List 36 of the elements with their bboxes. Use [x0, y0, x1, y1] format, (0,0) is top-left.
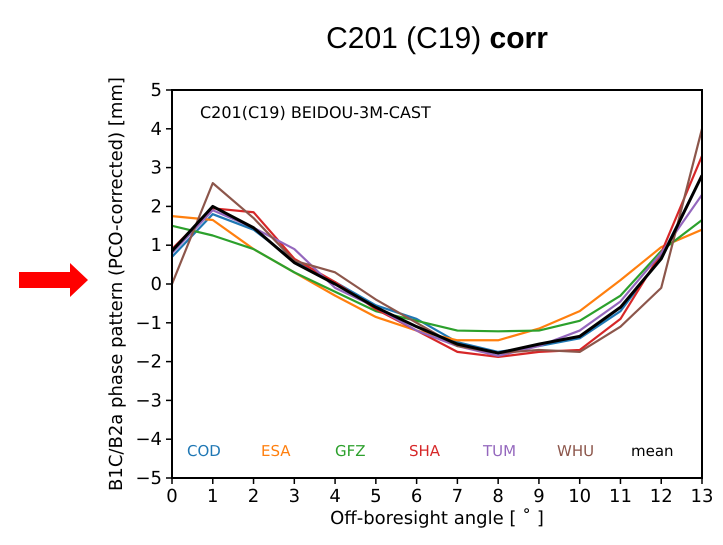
- x-tick-label: 12: [650, 486, 673, 507]
- x-tick-label: 7: [452, 486, 464, 507]
- y-tick-label: 1: [150, 235, 162, 256]
- x-axis-title: Off-boresight angle [ ˚ ]: [330, 508, 544, 529]
- text: mean: [631, 442, 674, 460]
- text: WHU: [557, 442, 594, 460]
- y-axis-title: B1C/B2a phase pattern (PCO-corrected) [mm]: [106, 77, 127, 491]
- x-tick-label: 10: [568, 486, 592, 507]
- x-tick-label: 6: [410, 486, 422, 507]
- x-tick-label: 4: [329, 486, 341, 507]
- x-tick-label: 9: [533, 486, 545, 507]
- x-tick-label: 8: [492, 486, 504, 507]
- y-tick-label: −5: [135, 468, 162, 489]
- text: TUM: [482, 442, 516, 460]
- x-tick-label: 3: [288, 486, 300, 507]
- y-tick-label: 0: [150, 274, 162, 295]
- x-tick-label: 5: [370, 486, 382, 507]
- text: ESA: [261, 442, 292, 460]
- y-tick-label: −2: [135, 352, 162, 373]
- y-tick-label: −4: [135, 429, 162, 450]
- y-tick-label: 4: [150, 118, 162, 140]
- y-tick-label: 2: [150, 196, 162, 218]
- x-tick-label: 13: [690, 486, 714, 507]
- y-tick-label: −3: [135, 390, 162, 412]
- text: COD: [187, 442, 221, 460]
- y-tick-label: 3: [150, 158, 162, 179]
- x-tick-label: 1: [207, 486, 218, 507]
- text: SHA: [409, 442, 441, 460]
- text: GFZ: [335, 442, 366, 460]
- x-tick-label: 11: [609, 486, 632, 507]
- chart-title: C201 (C19) corr: [326, 22, 548, 55]
- y-tick-label: 5: [150, 80, 162, 101]
- x-tick-label: 2: [248, 486, 260, 507]
- x-tick-label: 0: [166, 486, 178, 507]
- annotation: C201(C19) BEIDOU-3M-CAST: [200, 103, 432, 122]
- y-tick-label: −1: [135, 312, 162, 334]
